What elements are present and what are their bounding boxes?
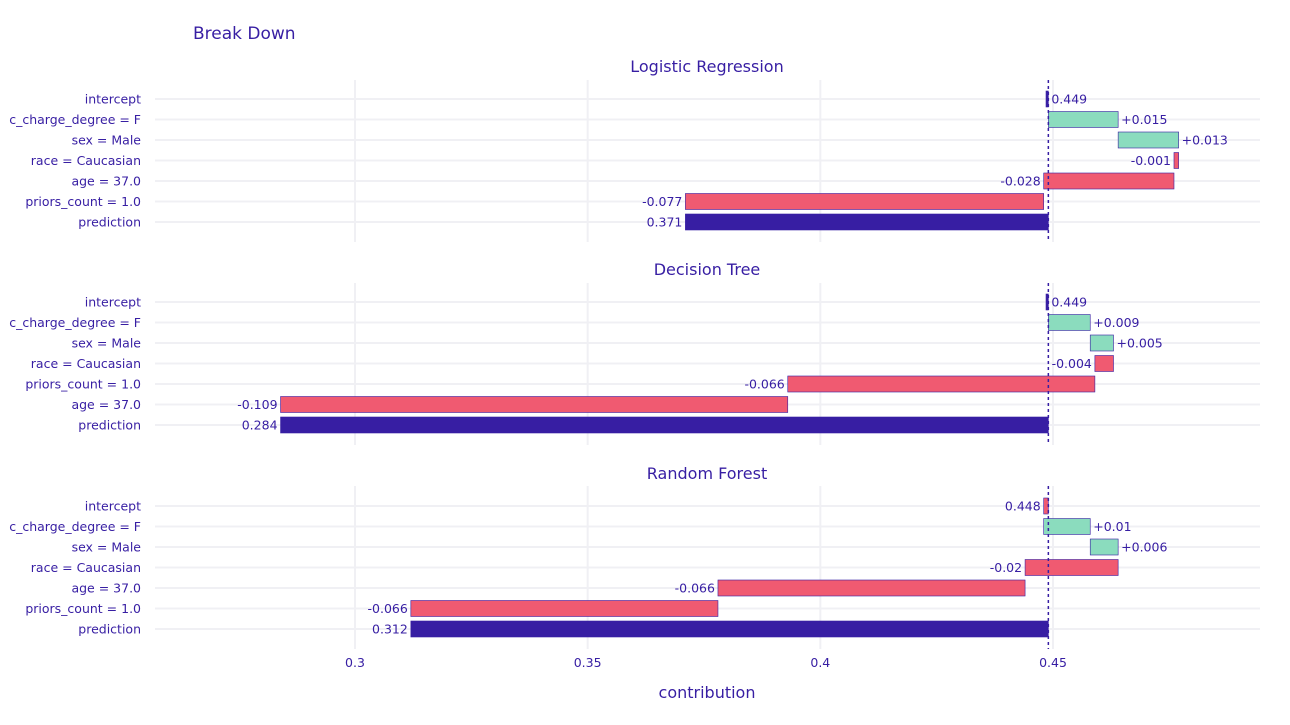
category-label: intercept: [85, 295, 141, 310]
category-label: priors_count = 1.0: [25, 194, 141, 209]
bar-value-label: -0.028: [1000, 174, 1040, 189]
panel-title: Random Forest: [647, 464, 767, 483]
chart-title: Break Down: [193, 24, 296, 44]
bar-value-label: +0.01: [1093, 519, 1131, 534]
bar: [1089, 538, 1119, 556]
category-label: prediction: [78, 215, 141, 230]
x-tick-label: 0.45: [1039, 655, 1067, 670]
chart-panel: Random Forest 0.448 intercept +0.01 c_charge…: [9, 464, 1260, 649]
category-label: race = Caucasian: [31, 153, 141, 168]
category-label: race = Caucasian: [31, 356, 141, 371]
chart-panel: Decision Tree 0.449 intercept +0.009 c_charg…: [9, 260, 1260, 445]
bar-value-label: -0.02: [990, 560, 1022, 575]
x-axis-title: contribution: [659, 683, 756, 702]
bar-value-label: -0.066: [675, 581, 715, 596]
bar: [1043, 518, 1091, 535]
category-label: age = 37.0: [71, 581, 141, 596]
bar: [787, 375, 1096, 393]
bar: [1024, 559, 1119, 576]
bar: [410, 600, 719, 617]
bar: [1173, 152, 1179, 169]
panel-title: Logistic Regression: [630, 57, 783, 76]
category-label: sex = Male: [72, 336, 142, 351]
bar-value-label: 0.371: [647, 215, 683, 230]
bar-value-label: 0.284: [242, 418, 278, 433]
x-tick-label: 0.35: [574, 655, 602, 670]
category-label: prediction: [78, 418, 141, 433]
bar: [717, 579, 1026, 597]
bar-value-label: +0.013: [1182, 133, 1228, 148]
bar-value-label: 0.448: [1005, 499, 1041, 514]
panel-title: Decision Tree: [654, 260, 761, 279]
bar-value-label: -0.077: [642, 194, 682, 209]
category-label: prediction: [78, 622, 141, 637]
bar-value-label: +0.009: [1093, 315, 1139, 330]
category-label: intercept: [85, 499, 141, 514]
bar-value-label: +0.005: [1116, 336, 1162, 351]
bar: [1089, 334, 1114, 352]
bar-value-label: +0.006: [1121, 540, 1167, 555]
bar: [280, 396, 789, 413]
bar-value-label: -0.004: [1052, 356, 1092, 371]
category-label: priors_count = 1.0: [25, 377, 141, 392]
chart-panel: Logistic Regression 0.449 intercept +0.015 c…: [9, 57, 1260, 242]
x-tick-label: 0.3: [345, 655, 365, 670]
category-label: race = Caucasian: [31, 560, 141, 575]
bar: [1048, 314, 1091, 331]
panels-layer: Logistic Regression 0.449 intercept +0.015 c…: [9, 57, 1260, 649]
bar: [410, 620, 1049, 638]
bar: [1117, 131, 1179, 149]
bar-value-label: -0.001: [1131, 153, 1171, 168]
bar: [685, 193, 1044, 210]
x-tick-label: 0.4: [810, 655, 830, 670]
category-label: age = 37.0: [71, 397, 141, 412]
category-label: c_charge_degree = F: [9, 315, 141, 330]
bar: [1043, 172, 1175, 190]
x-axis: 0.3 0.35 0.4 0.45: [345, 655, 1067, 670]
category-label: sex = Male: [72, 133, 142, 148]
bar-value-label: 0.449: [1051, 295, 1087, 310]
bar-value-label: -0.066: [744, 377, 784, 392]
bar-value-label: 0.312: [372, 622, 408, 637]
bar: [685, 213, 1049, 231]
bar-value-label: 0.449: [1051, 92, 1087, 107]
category-label: intercept: [85, 92, 141, 107]
bar: [1094, 355, 1114, 372]
bar: [280, 416, 1049, 434]
bar-value-label: -0.109: [237, 397, 277, 412]
bar: [1048, 111, 1119, 128]
category-label: c_charge_degree = F: [9, 519, 141, 534]
bar-value-label: +0.015: [1121, 112, 1167, 127]
category-label: priors_count = 1.0: [25, 601, 141, 616]
bar-value-label: -0.066: [368, 601, 408, 616]
category-label: sex = Male: [72, 540, 142, 555]
category-label: age = 37.0: [71, 174, 141, 189]
category-label: c_charge_degree = F: [9, 112, 141, 127]
